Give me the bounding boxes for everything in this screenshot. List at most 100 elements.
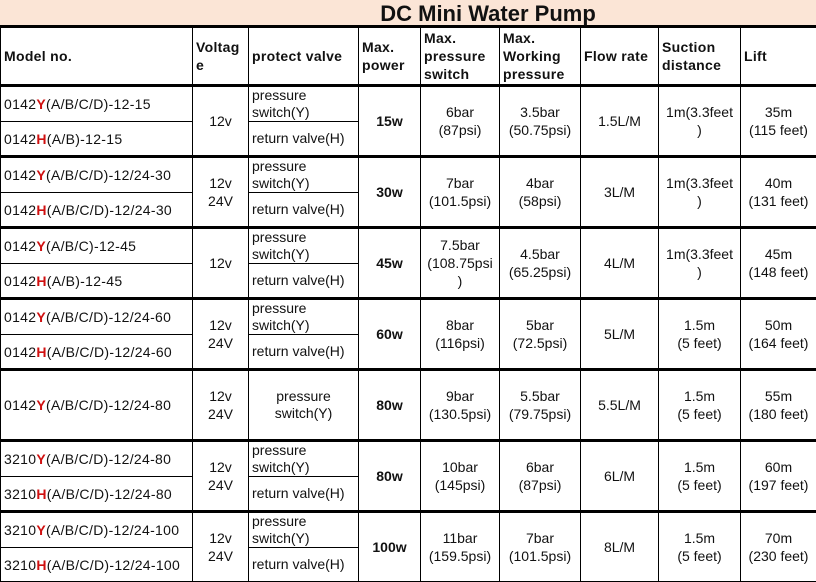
cell-line: 4.5bar bbox=[520, 246, 560, 262]
flow-rate-cell: 6L/M bbox=[581, 441, 659, 512]
model-suffix: (A/B/C/D)-12/24-80 bbox=[46, 451, 171, 467]
cell-line: (79.75psi) bbox=[509, 406, 571, 422]
cell-line: 12v bbox=[209, 113, 232, 129]
cell-line: (131 feet) bbox=[749, 193, 809, 209]
cell-line: 1m(3.3feet bbox=[666, 246, 733, 262]
cell-line: 6bar bbox=[446, 104, 474, 120]
cell-line: (5 feet) bbox=[677, 335, 721, 351]
cell-line: 5.5bar bbox=[520, 388, 560, 404]
cell-line: 70m bbox=[765, 530, 792, 546]
model-code: H bbox=[36, 131, 46, 147]
model-prefix: 0142 bbox=[4, 273, 36, 289]
cell-line: Max. bbox=[503, 30, 535, 46]
cell-line: distance bbox=[662, 57, 721, 73]
pressure-switch-cell: 6bar (87psi) bbox=[421, 86, 500, 157]
cell-line: 7bar bbox=[526, 530, 554, 546]
cell-line: (116psi) bbox=[435, 335, 485, 351]
suction-cell: 1m(3.3feet) bbox=[659, 86, 741, 157]
model-code: Y bbox=[36, 309, 46, 325]
cell-line: (230 feet) bbox=[749, 548, 809, 564]
cell-line: (115 feet) bbox=[749, 122, 808, 138]
cell-line: (130.5psi) bbox=[429, 406, 491, 422]
suction-cell: 1.5m(5 feet) bbox=[659, 299, 741, 370]
cell-line: 12v bbox=[209, 317, 232, 333]
model-cell: 0142H(A/B/C/D)-12/24-60 bbox=[1, 335, 193, 370]
working-pressure-cell: 4.5bar(65.25psi) bbox=[500, 228, 581, 299]
model-cell: 0142Y(A/B/C)-12-45 bbox=[1, 228, 193, 264]
cell-line: 7.5bar bbox=[440, 237, 480, 253]
cell-line: ) bbox=[697, 122, 702, 138]
suction-cell: 1.5m(5 feet) bbox=[659, 370, 741, 441]
lift-cell: 50m(164 feet) bbox=[741, 299, 816, 370]
lift-cell: 60m(197 feet) bbox=[741, 441, 816, 512]
cell-line: 35m bbox=[765, 104, 792, 120]
model-code: H bbox=[36, 557, 46, 573]
valve-text: return valve(H) bbox=[252, 556, 355, 573]
model-suffix: (A/B/C/D)-12/24-80 bbox=[47, 486, 172, 502]
model-code: H bbox=[36, 273, 46, 289]
suction-cell: 1m(3.3feet) bbox=[659, 157, 741, 228]
cell-line: pressure bbox=[424, 48, 486, 64]
cell-line: (58psi) bbox=[519, 193, 562, 209]
model-suffix: (A/B/C)-12-45 bbox=[46, 238, 136, 254]
model-code: Y bbox=[36, 167, 46, 183]
valve-cell: return valve(H) bbox=[249, 477, 359, 512]
cell-line: 50m bbox=[765, 317, 792, 333]
lift-cell: 45m(148 feet) bbox=[741, 228, 816, 299]
valve-cell: pressure switch(Y) bbox=[249, 228, 359, 264]
cell-line: (72.5psi) bbox=[513, 335, 567, 351]
cell-line: pressure bbox=[503, 66, 565, 82]
cell-line: Suction bbox=[662, 39, 715, 55]
cell-line: ) bbox=[697, 264, 702, 280]
cell-line: (87psi) bbox=[439, 122, 482, 138]
model-code: Y bbox=[36, 96, 46, 112]
cell-line: 24V bbox=[208, 548, 233, 564]
cell-line: 5bar bbox=[526, 317, 554, 333]
model-suffix: (A/B)-12-45 bbox=[47, 273, 123, 289]
cell-line: switch bbox=[424, 66, 469, 82]
cell-line: 40m bbox=[765, 175, 792, 191]
lift-cell: 55m(180 feet) bbox=[741, 370, 816, 441]
valve-text: pressure switch(Y) bbox=[252, 300, 355, 334]
valve-text: return valve(H) bbox=[252, 130, 355, 147]
model-prefix: 3210 bbox=[4, 522, 36, 538]
cell-line: e bbox=[196, 57, 204, 73]
cell-line: (5 feet) bbox=[677, 548, 721, 564]
voltage-cell: 12v bbox=[193, 86, 249, 157]
model-prefix: 0142 bbox=[4, 202, 36, 218]
model-prefix: 3210 bbox=[4, 486, 36, 502]
cell-line: (101.5psi) bbox=[429, 193, 491, 209]
cell-line: 7bar bbox=[446, 175, 474, 191]
working-pressure-cell: 7bar(101.5psi) bbox=[500, 512, 581, 582]
cell-line: 12v bbox=[209, 175, 232, 191]
power-cell: 45w bbox=[359, 228, 421, 299]
cell-line: Working bbox=[503, 48, 561, 64]
cell-line: 10bar bbox=[442, 459, 478, 475]
model-cell: 3210Y(A/B/C/D)-12/24-80 bbox=[1, 441, 193, 477]
cell-line: (197 feet) bbox=[749, 477, 809, 493]
cell-line: 12v bbox=[209, 530, 232, 546]
lift-cell: 70m (230 feet) bbox=[741, 512, 816, 582]
header-working-pressure: Max. Working pressure bbox=[500, 28, 581, 86]
valve-cell: return valve(H) bbox=[249, 193, 359, 228]
header-valve: protect valve bbox=[249, 28, 359, 86]
power-cell: 60w bbox=[359, 299, 421, 370]
cell-line: power bbox=[362, 57, 405, 73]
cell-line: 9bar bbox=[446, 388, 474, 404]
valve-cell: pressure switch(Y) bbox=[249, 370, 359, 441]
model-code: H bbox=[36, 202, 46, 218]
pressure-switch-cell: 8bar(116psi) bbox=[421, 299, 500, 370]
cell-line: 24V bbox=[208, 193, 233, 209]
working-pressure-cell: 4bar(58psi) bbox=[500, 157, 581, 228]
header-suction: Suction distance bbox=[659, 28, 741, 86]
